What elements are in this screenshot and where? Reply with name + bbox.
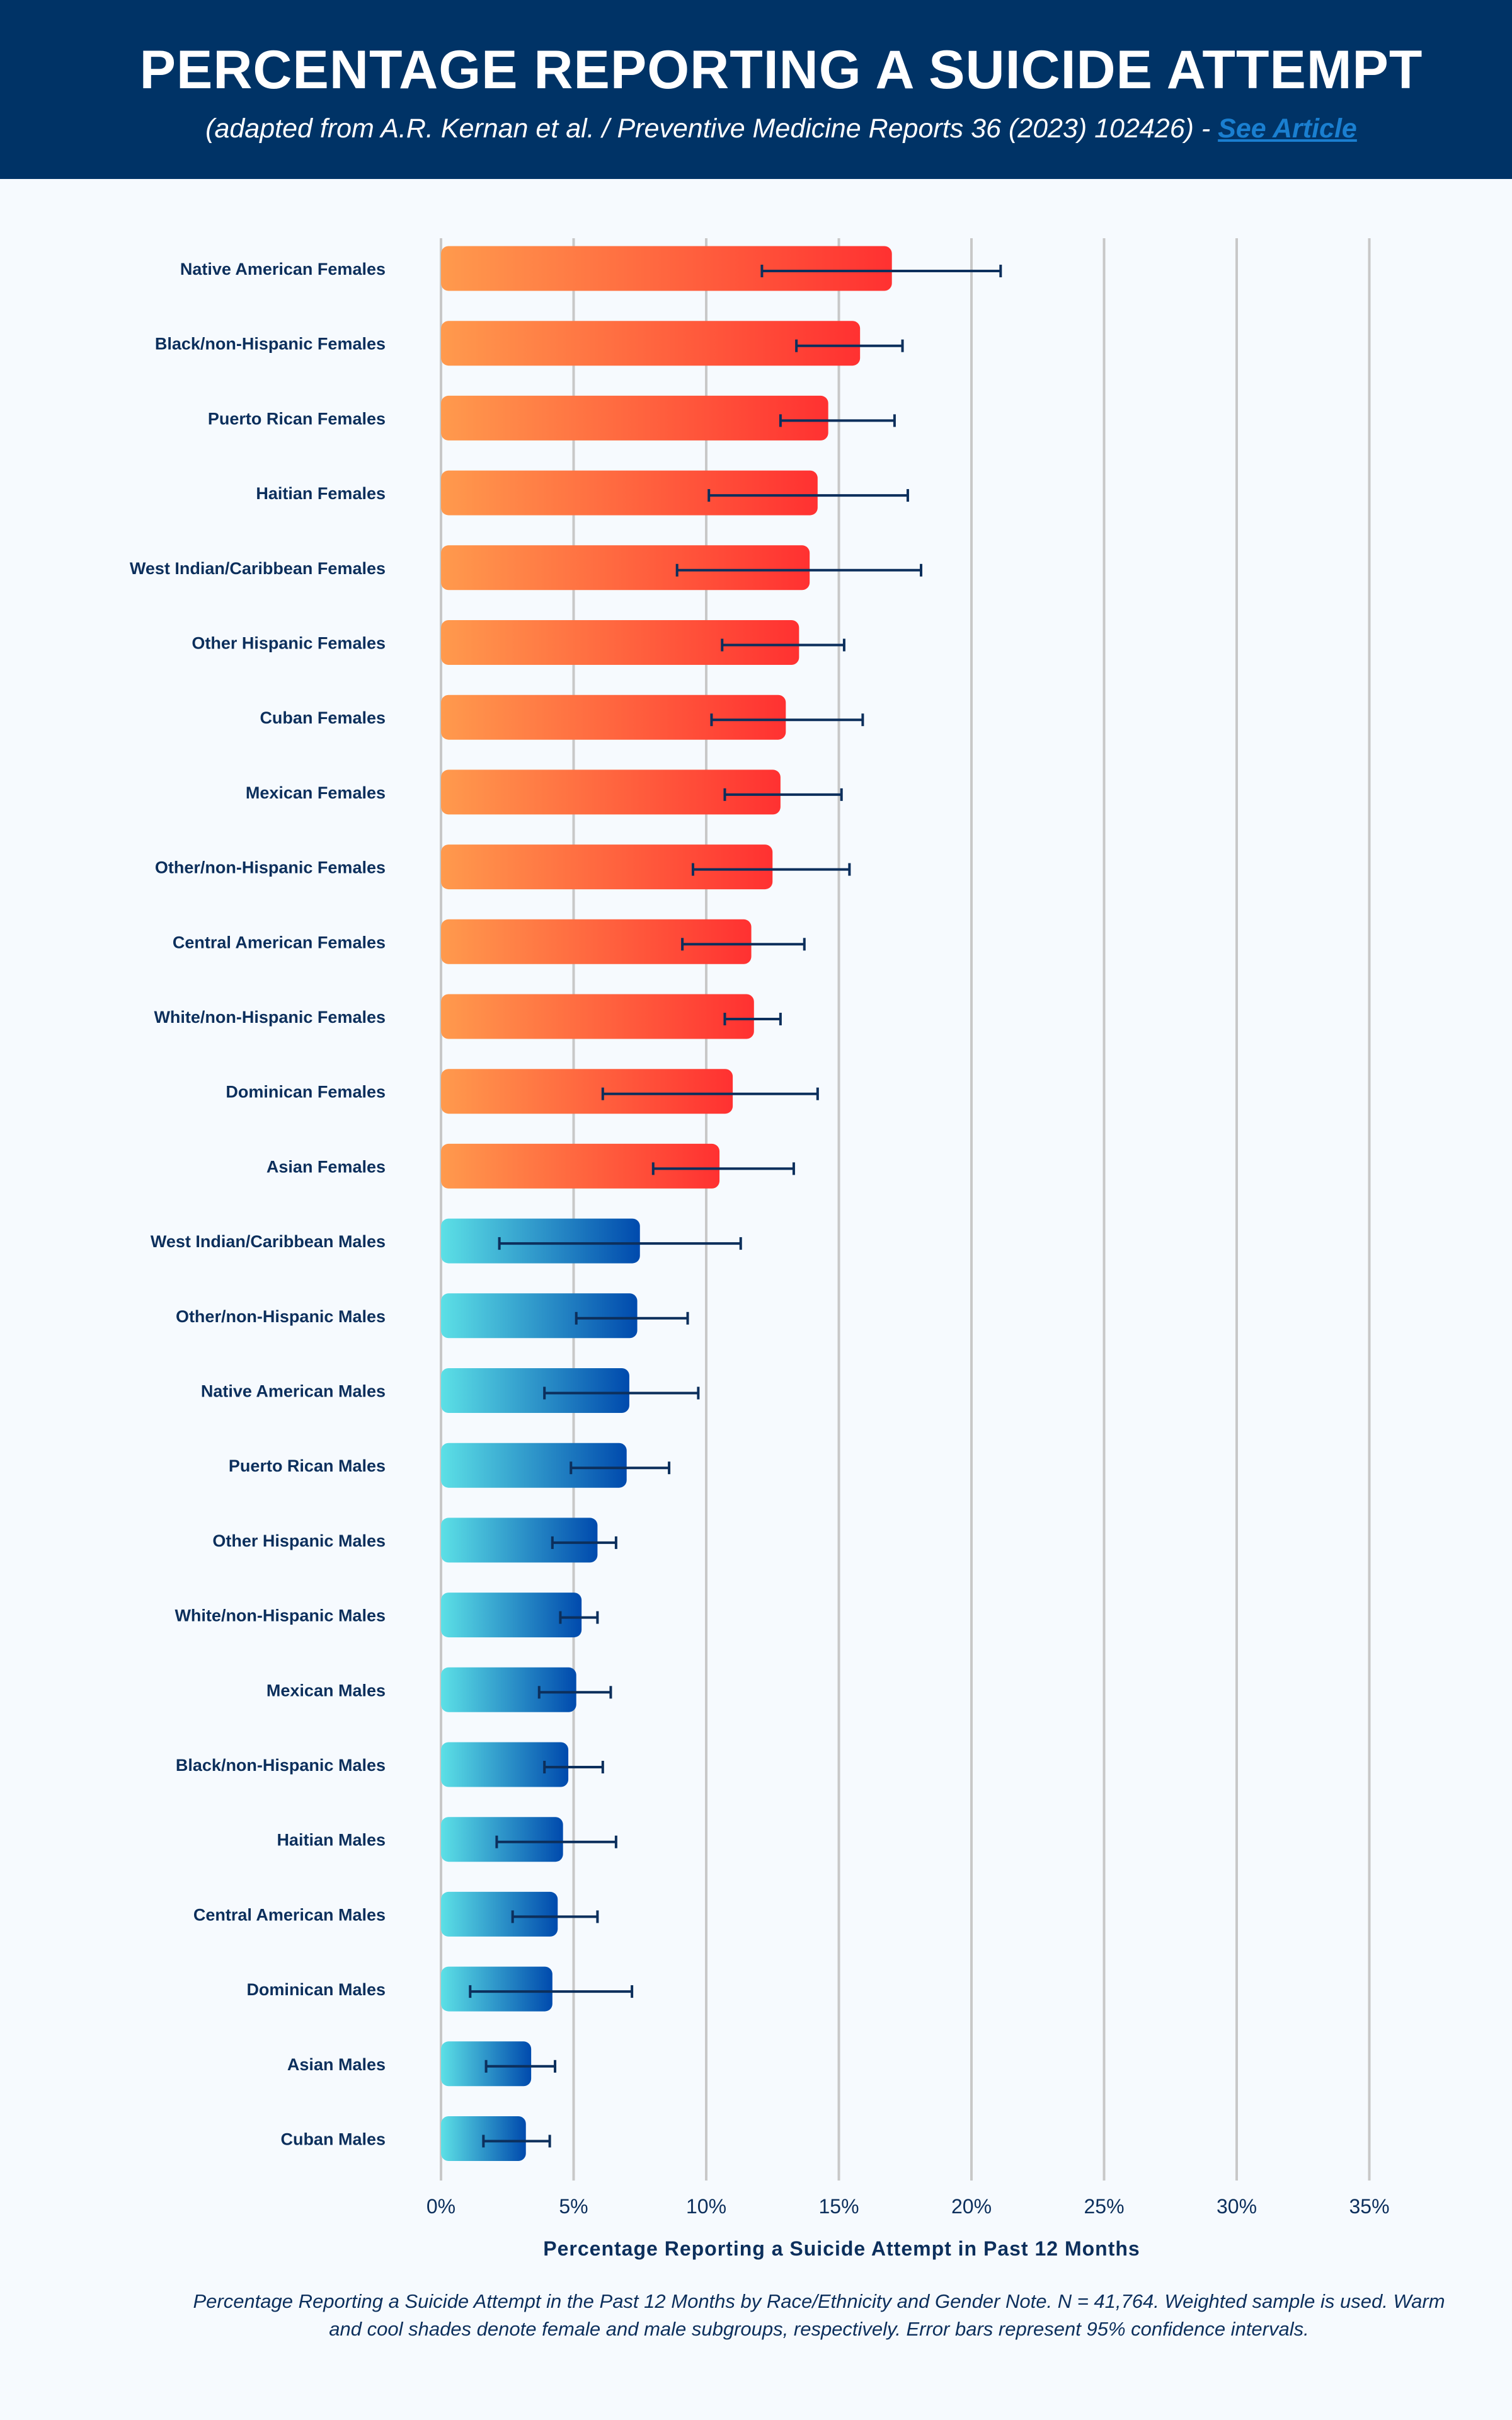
bar <box>441 694 786 740</box>
category-label: Native American Males <box>201 1382 386 1401</box>
bar <box>441 1891 558 1937</box>
chart-note: Percentage Reporting a Suicide Attempt i… <box>193 2290 1445 2340</box>
x-tick-label: 30% <box>1217 2195 1257 2218</box>
bar <box>441 1368 629 1413</box>
bar <box>441 919 752 964</box>
category-label: Dominican Males <box>246 1980 386 1999</box>
category-label: White/non-Hispanic Males <box>175 1606 386 1625</box>
category-label: White/non-Hispanic Females <box>154 1008 386 1027</box>
x-tick-label: 5% <box>559 2195 588 2218</box>
category-label: Asian Males <box>287 2055 386 2074</box>
x-tick-label: 15% <box>818 2195 859 2218</box>
bar <box>441 470 818 516</box>
bar <box>441 395 828 441</box>
category-label: Puerto Rican Males <box>229 1456 386 1475</box>
category-label: Black/non-Hispanic Females <box>155 335 386 354</box>
category-label: Other/non-Hispanic Females <box>155 858 386 877</box>
bar <box>441 1966 553 2012</box>
category-label: Central American Females <box>173 933 386 952</box>
category-label: Cuban Males <box>280 2130 386 2149</box>
category-label: Dominican Females <box>226 1083 386 1102</box>
bar <box>441 844 773 890</box>
category-label: Black/non-Hispanic Males <box>176 1756 386 1775</box>
category-label: Cuban Females <box>260 708 386 727</box>
bar <box>441 1069 733 1114</box>
page-subtitle: (adapted from A.R. Kernan et al. / Preve… <box>0 113 1512 144</box>
x-axis-title: Percentage Reporting a Suicide Attempt i… <box>543 2237 1140 2260</box>
source-citation: (adapted from A.R. Kernan et al. / Preve… <box>205 113 1218 144</box>
bar <box>441 321 861 366</box>
category-label: Other Hispanic Males <box>212 1531 386 1550</box>
category-label: Central American Males <box>193 1905 386 1924</box>
category-label: Haitian Females <box>256 484 386 503</box>
bar <box>441 1218 640 1264</box>
bar <box>441 620 799 665</box>
category-label: Native American Females <box>180 260 386 279</box>
category-label: Mexican Females <box>246 783 386 802</box>
category-label: Mexican Males <box>266 1681 386 1700</box>
page-title: PERCENTAGE REPORTING A SUICIDE ATTEMPT <box>139 40 1423 100</box>
header-banner: PERCENTAGE REPORTING A SUICIDE ATTEMPT (… <box>0 0 1512 179</box>
bar <box>441 1143 720 1189</box>
bar <box>441 994 754 1039</box>
bar <box>441 1293 638 1339</box>
category-label: West Indian/Caribbean Males <box>151 1232 386 1251</box>
category-label: Puerto Rican Females <box>208 409 386 428</box>
x-tick-label: 0% <box>427 2195 455 2218</box>
bar <box>441 246 892 291</box>
bar <box>441 1817 563 1862</box>
bar <box>441 545 810 591</box>
bar <box>441 1593 582 1638</box>
bar <box>441 1667 576 1712</box>
bar <box>441 1443 627 1488</box>
x-tick-label: 35% <box>1349 2195 1389 2218</box>
x-tick-label: 10% <box>686 2195 726 2218</box>
x-tick-label: 25% <box>1084 2195 1124 2218</box>
category-label: West Indian/Caribbean Females <box>130 559 386 578</box>
x-tick-label: 20% <box>951 2195 992 2218</box>
bar <box>441 1518 598 1563</box>
category-label: Other Hispanic Females <box>192 634 386 653</box>
category-label: Haitian Males <box>277 1831 386 1850</box>
bar <box>441 769 781 815</box>
category-label: Asian Females <box>266 1157 386 1176</box>
see-article-link[interactable]: See Article <box>1218 113 1357 144</box>
bar <box>441 1742 569 1787</box>
category-label: Other/non-Hispanic Males <box>176 1307 386 1326</box>
